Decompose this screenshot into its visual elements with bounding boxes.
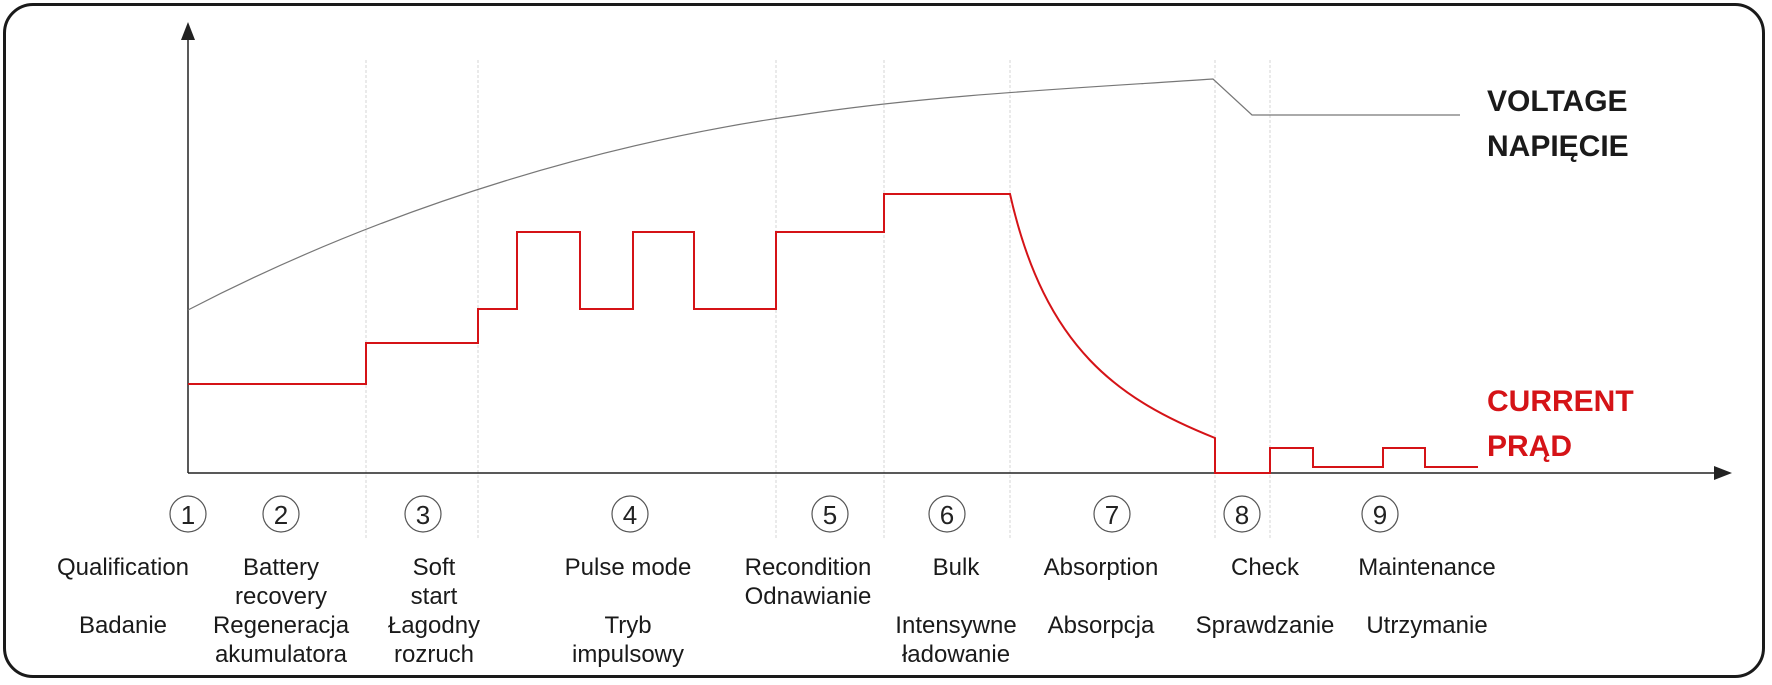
voltage-legend: VOLTAGE NAPIĘCIE xyxy=(1487,79,1629,169)
stage-1-label-pl: Badanie xyxy=(78,612,168,639)
stage-3-circle xyxy=(404,495,442,533)
stage-6-number: 6 xyxy=(940,500,954,530)
voltage-legend-en: VOLTAGE xyxy=(1487,85,1628,118)
stage-7-label-pl: Absorpcja xyxy=(1047,612,1155,639)
current-legend-pl: PRĄD xyxy=(1487,430,1573,463)
stage-4-number: 4 xyxy=(623,500,637,530)
current-legend: CURRENT PRĄD xyxy=(1487,379,1634,469)
stage-7-label-en: Absorption xyxy=(1043,554,1159,581)
stage-2-circle xyxy=(262,495,300,533)
stage-9-number: 9 xyxy=(1373,500,1387,530)
stage-6-label-en: Bulk xyxy=(932,554,980,581)
axes xyxy=(181,22,1732,480)
stage-1-label-en: Qualification xyxy=(56,554,190,581)
stage-6-label-pl: Intensywne ładowanie xyxy=(895,612,1017,668)
stage-5-label-pl: Odnawianie xyxy=(744,583,872,610)
stage-7-number: 7 xyxy=(1105,500,1119,530)
stage-markers: 1 2 3 4 5 6 7 8 9 xyxy=(169,495,1399,533)
current-legend-en: CURRENT xyxy=(1487,385,1634,418)
voltage-line xyxy=(187,78,1460,311)
stage-4-label-en: Pulse mode xyxy=(564,554,692,581)
stage-3-number: 3 xyxy=(416,500,430,530)
stage-5-circle xyxy=(811,495,849,533)
stage-3-label-pl: Łagodny rozruch xyxy=(387,612,481,668)
stage-8-label-en: Check xyxy=(1230,554,1300,581)
x-axis-arrow xyxy=(1714,466,1732,480)
stage-7-circle xyxy=(1093,495,1131,533)
y-axis-arrow xyxy=(181,22,195,40)
stage-1-number: 1 xyxy=(181,500,195,530)
voltage-legend-pl: NAPIĘCIE xyxy=(1487,130,1629,163)
stage-9-circle xyxy=(1361,495,1399,533)
stage-2-label-pl: Regeneracja akumulatora xyxy=(212,612,350,668)
stage-6-circle xyxy=(928,495,966,533)
stage-2-number: 2 xyxy=(274,500,288,530)
stage-4-circle xyxy=(611,495,649,533)
stage-dividers xyxy=(365,60,1271,540)
stage-9-label-en: Maintenance xyxy=(1358,554,1496,581)
stage-1-circle xyxy=(169,495,207,533)
stage-3-label-en: Soft start xyxy=(410,554,458,610)
stage-8-number: 8 xyxy=(1235,500,1249,530)
diagram-frame xyxy=(3,3,1765,678)
stage-9-label-pl: Utrzymanie xyxy=(1366,612,1488,639)
stage-2-label-en: Battery recovery xyxy=(234,554,328,610)
stage-4-label-pl: Tryb impulsowy xyxy=(571,612,685,668)
stage-5-label-en: Recondition xyxy=(744,554,872,581)
current-line xyxy=(188,193,1478,474)
stage-8-label-pl: Sprawdzanie xyxy=(1195,612,1335,639)
stage-5-number: 5 xyxy=(823,500,837,530)
stage-8-circle xyxy=(1223,495,1261,533)
